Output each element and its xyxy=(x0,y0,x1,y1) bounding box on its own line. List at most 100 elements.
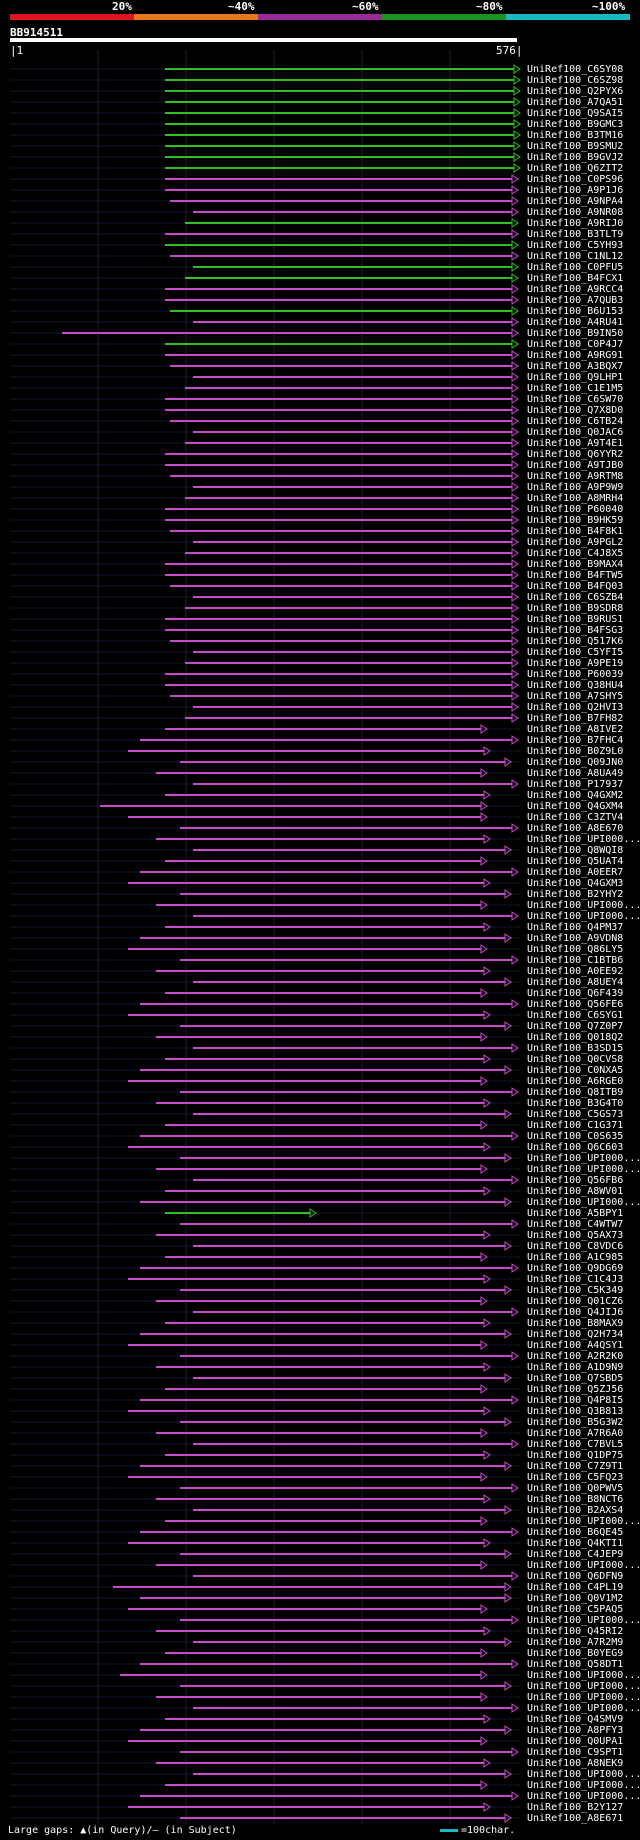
hit-label[interactable]: UniRef100_Q4SMV9 xyxy=(527,1714,624,1725)
hit-label[interactable]: UniRef100_B4FCX1 xyxy=(527,273,624,284)
hit-label[interactable]: UniRef100_Q4P8I5 xyxy=(527,1395,624,1406)
hit-label[interactable]: UniRef100_B9MAX4 xyxy=(527,559,624,570)
hit-label[interactable]: UniRef100_C5FQ23 xyxy=(527,1472,624,1483)
hit-label[interactable]: UniRef100_A8PFY3 xyxy=(527,1725,624,1736)
hit-label[interactable]: UniRef100_B4FSG3 xyxy=(527,625,624,636)
hit-label[interactable]: UniRef100_UPI000... xyxy=(527,1681,640,1692)
hit-label[interactable]: UniRef100_A8MRH4 xyxy=(527,493,624,504)
hit-label[interactable]: UniRef100_B0Z9L0 xyxy=(527,746,624,757)
hit-label[interactable]: UniRef100_C6SYG1 xyxy=(527,1010,624,1021)
hit-label[interactable]: UniRef100_A9PGL2 xyxy=(527,537,624,548)
hit-label[interactable]: UniRef100_C7BVL5 xyxy=(527,1439,624,1450)
hit-label[interactable]: UniRef100_Q8ITB9 xyxy=(527,1087,624,1098)
hit-label[interactable]: UniRef100_B4FTW5 xyxy=(527,570,624,581)
hit-label[interactable]: UniRef100_B3TLT9 xyxy=(527,229,624,240)
hit-label[interactable]: UniRef100_B9HK59 xyxy=(527,515,624,526)
hit-label[interactable]: UniRef100_C4J8X5 xyxy=(527,548,624,559)
hit-label[interactable]: UniRef100_A5BPY1 xyxy=(527,1208,624,1219)
hit-label[interactable]: UniRef100_A8E671 xyxy=(527,1813,624,1824)
hit-label[interactable]: UniRef100_C7Z9T1 xyxy=(527,1461,624,1472)
hit-label[interactable]: UniRef100_A8UA49 xyxy=(527,768,624,779)
hit-label[interactable]: UniRef100_Q0V1M2 xyxy=(527,1593,624,1604)
hit-label[interactable]: UniRef100_A0EE92 xyxy=(527,966,624,977)
hit-label[interactable]: UniRef100_Q2H734 xyxy=(527,1329,624,1340)
hit-label[interactable]: UniRef100_Q01CZ6 xyxy=(527,1296,624,1307)
hit-label[interactable]: UniRef100_A9PE19 xyxy=(527,658,624,669)
hit-label[interactable]: UniRef100_A2R2K0 xyxy=(527,1351,624,1362)
hit-label[interactable]: UniRef100_A9T4E1 xyxy=(527,438,624,449)
hit-label[interactable]: UniRef100_Q2PYX6 xyxy=(527,86,624,97)
hit-label[interactable]: UniRef100_P60039 xyxy=(527,669,624,680)
hit-label[interactable]: UniRef100_Q9SAI5 xyxy=(527,108,624,119)
hit-label[interactable]: UniRef100_UPI000... xyxy=(527,1692,640,1703)
hit-label[interactable]: UniRef100_A7QA51 xyxy=(527,97,624,108)
hit-label[interactable]: UniRef100_B2AXS4 xyxy=(527,1505,624,1516)
hit-label[interactable]: UniRef100_A0EER7 xyxy=(527,867,624,878)
hit-label[interactable]: UniRef100_C5K349 xyxy=(527,1285,624,1296)
hit-label[interactable]: UniRef100_Q38HU4 xyxy=(527,680,624,691)
hit-label[interactable]: UniRef100_UPI000... xyxy=(527,1197,640,1208)
hit-label[interactable]: UniRef100_C0PS96 xyxy=(527,174,624,185)
hit-label[interactable]: UniRef100_A7R2M9 xyxy=(527,1637,624,1648)
hit-label[interactable]: UniRef100_Q4GXM2 xyxy=(527,790,624,801)
hit-label[interactable]: UniRef100_Q9DG69 xyxy=(527,1263,624,1274)
hit-label[interactable]: UniRef100_B8NCT6 xyxy=(527,1494,624,1505)
hit-label[interactable]: UniRef100_UPI000... xyxy=(527,1703,640,1714)
hit-label[interactable]: UniRef100_UPI000... xyxy=(527,1615,640,1626)
hit-label[interactable]: UniRef100_A6RGE0 xyxy=(527,1076,624,1087)
hit-label[interactable]: UniRef100_C3ZTV4 xyxy=(527,812,624,823)
hit-label[interactable]: UniRef100_A8UEY4 xyxy=(527,977,624,988)
hit-label[interactable]: UniRef100_B0YEG9 xyxy=(527,1648,624,1659)
hit-label[interactable]: UniRef100_Q6DFN9 xyxy=(527,1571,624,1582)
hit-label[interactable]: UniRef100_C5GS73 xyxy=(527,1109,624,1120)
hit-label[interactable]: UniRef100_C6SZB4 xyxy=(527,592,624,603)
hit-label[interactable]: UniRef100_C6SW70 xyxy=(527,394,624,405)
hit-label[interactable]: UniRef100_B8MAX9 xyxy=(527,1318,624,1329)
hit-label[interactable]: UniRef100_B3SD15 xyxy=(527,1043,624,1054)
hit-label[interactable]: UniRef100_A7SHY5 xyxy=(527,691,624,702)
hit-label[interactable]: UniRef100_B2Y127 xyxy=(527,1802,624,1813)
hit-label[interactable]: UniRef100_Q1DP75 xyxy=(527,1450,624,1461)
hit-label[interactable]: UniRef100_A9RG91 xyxy=(527,350,624,361)
hit-label[interactable]: UniRef100_C1NL12 xyxy=(527,251,624,262)
hit-label[interactable]: UniRef100_B3TM16 xyxy=(527,130,624,141)
hit-label[interactable]: UniRef100_Q0JAC6 xyxy=(527,427,624,438)
hit-label[interactable]: UniRef100_UPI000... xyxy=(527,1791,640,1802)
hit-label[interactable]: UniRef100_Q0CVS8 xyxy=(527,1054,624,1065)
hit-label[interactable]: UniRef100_UPI000... xyxy=(527,1670,640,1681)
hit-label[interactable]: UniRef100_Q3B813 xyxy=(527,1406,624,1417)
hit-label[interactable]: UniRef100_A1C985 xyxy=(527,1252,624,1263)
hit-label[interactable]: UniRef100_UPI000... xyxy=(527,900,640,911)
hit-label[interactable]: UniRef100_UPI000... xyxy=(527,1769,640,1780)
hit-label[interactable]: UniRef100_Q4KTI1 xyxy=(527,1538,624,1549)
hit-label[interactable]: UniRef100_Q7Z0P7 xyxy=(527,1021,624,1032)
hit-label[interactable]: UniRef100_UPI000... xyxy=(527,834,640,845)
hit-label[interactable]: UniRef100_B9IN50 xyxy=(527,328,624,339)
hit-label[interactable]: UniRef100_C8VDC6 xyxy=(527,1241,624,1252)
hit-label[interactable]: UniRef100_A7QUB3 xyxy=(527,295,624,306)
hit-label[interactable]: UniRef100_A7R6A0 xyxy=(527,1428,624,1439)
hit-label[interactable]: UniRef100_Q6C603 xyxy=(527,1142,624,1153)
hit-label[interactable]: UniRef100_Q6F439 xyxy=(527,988,624,999)
hit-label[interactable]: UniRef100_B9GVJ2 xyxy=(527,152,624,163)
hit-label[interactable]: UniRef100_P17937 xyxy=(527,779,624,790)
hit-label[interactable]: UniRef100_Q5ZJ56 xyxy=(527,1384,624,1395)
hit-label[interactable]: UniRef100_B9RUS1 xyxy=(527,614,624,625)
hit-label[interactable]: UniRef100_Q4PM37 xyxy=(527,922,624,933)
hit-label[interactable]: UniRef100_C4PL19 xyxy=(527,1582,624,1593)
hit-label[interactable]: UniRef100_Q8WQI8 xyxy=(527,845,624,856)
hit-label[interactable]: UniRef100_A3BQX7 xyxy=(527,361,624,372)
hit-label[interactable]: UniRef100_C6TB24 xyxy=(527,416,624,427)
hit-label[interactable]: UniRef100_B2YHY2 xyxy=(527,889,624,900)
hit-label[interactable]: UniRef100_A8WV01 xyxy=(527,1186,624,1197)
hit-label[interactable]: UniRef100_B9SMU2 xyxy=(527,141,624,152)
hit-label[interactable]: UniRef100_UPI000... xyxy=(527,911,640,922)
hit-label[interactable]: UniRef100_A9RCC4 xyxy=(527,284,624,295)
hit-label[interactable]: UniRef100_B9SDR8 xyxy=(527,603,624,614)
hit-label[interactable]: UniRef100_C5YFI5 xyxy=(527,647,624,658)
hit-label[interactable]: UniRef100_Q45RI2 xyxy=(527,1626,624,1637)
hit-label[interactable]: UniRef100_C0P4J7 xyxy=(527,339,624,350)
hit-label[interactable]: UniRef100_C1C4J3 xyxy=(527,1274,624,1285)
hit-label[interactable]: UniRef100_B5G3W2 xyxy=(527,1417,624,1428)
hit-label[interactable]: UniRef100_C4JEP9 xyxy=(527,1549,624,1560)
